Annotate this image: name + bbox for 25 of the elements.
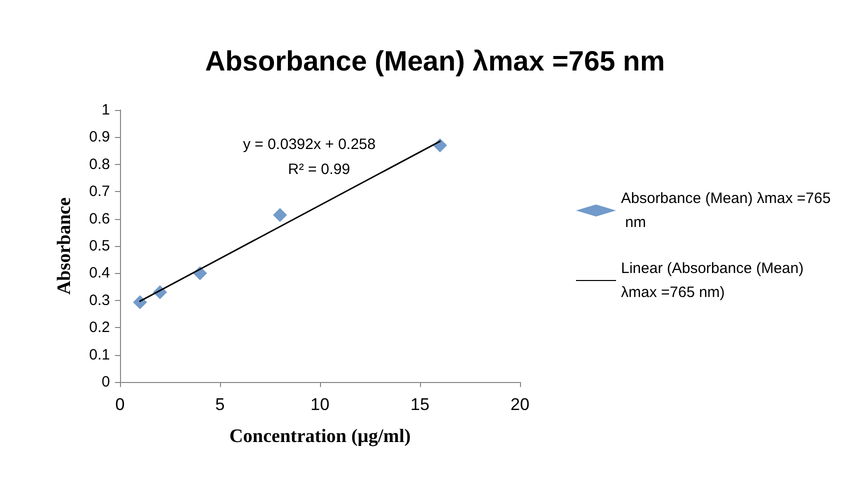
y-tick-label: 1 — [102, 102, 110, 118]
annotation: y = 0.0392x + 0.258 — [243, 136, 376, 153]
chart-title: Absorbance (Mean) λmax =765 nm — [205, 46, 665, 76]
legend-label: Absorbance (Mean) λmax =765 nm — [621, 190, 831, 231]
y-tick-label: 0.3 — [89, 292, 110, 309]
y-tick-label: 0.7 — [89, 183, 110, 200]
legend-label: Linear (Absorbance (Mean) λmax =765 nm) — [621, 260, 808, 301]
y-tick-label: 0.4 — [89, 264, 110, 282]
y-tick-label: 0.2 — [89, 319, 110, 336]
x-tick-label: 15 — [410, 395, 430, 414]
y-axis-title: Absorbance — [54, 197, 75, 295]
y-tick-label: 0.5 — [89, 238, 110, 254]
y-tick-label: 0 — [102, 374, 110, 390]
x-tick-label: 0 — [115, 395, 125, 414]
x-tick-label: 20 — [510, 395, 530, 414]
x-tick-label: 5 — [215, 395, 225, 414]
annotation: R² = 0.99 — [288, 161, 350, 178]
y-tick-label: 0.6 — [89, 210, 110, 228]
y-tick-label: 0.8 — [89, 156, 110, 173]
point — [133, 295, 147, 310]
point — [273, 208, 287, 222]
x-axis-title: Concentration (µg/ml) — [229, 426, 411, 447]
x-tick-label: 10 — [310, 395, 330, 414]
y-tick-label: 0.1 — [89, 346, 110, 364]
y-tick-label: 0.9 — [89, 128, 110, 146]
